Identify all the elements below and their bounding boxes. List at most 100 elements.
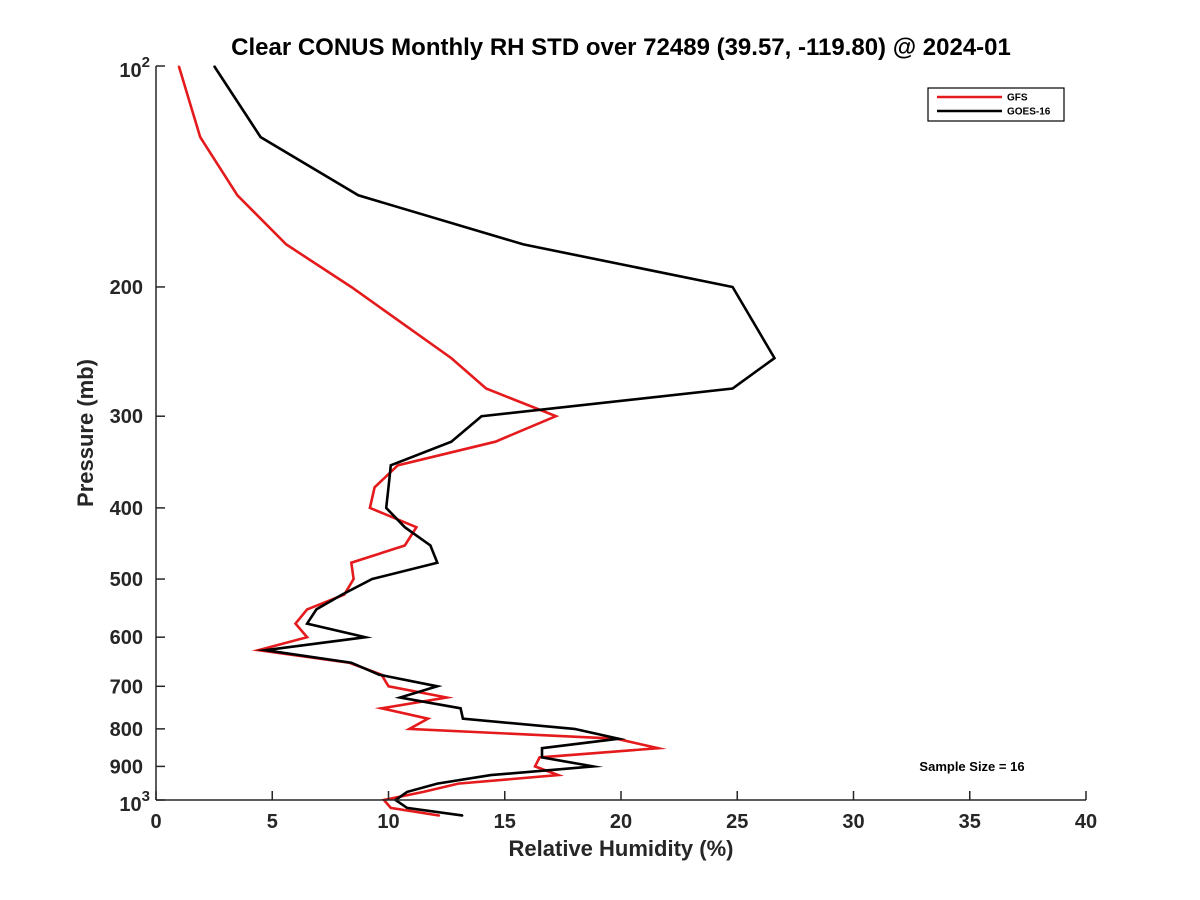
series-line-gfs bbox=[177, 65, 667, 817]
x-tick-label: 35 bbox=[959, 811, 981, 833]
y-tick-label: 800 bbox=[110, 719, 143, 741]
legend-box bbox=[927, 87, 1065, 122]
data-point-gfs bbox=[557, 774, 559, 776]
data-point-goes-16 bbox=[371, 578, 373, 580]
data-point-gfs bbox=[236, 194, 238, 196]
y-tick-base: 10 bbox=[119, 60, 141, 82]
x-tick-label: 15 bbox=[494, 811, 516, 833]
data-point-goes-16 bbox=[390, 464, 392, 466]
data-point-goes-16 bbox=[341, 594, 343, 596]
data-point-gfs bbox=[439, 815, 441, 817]
legend: GFS GOES-16 bbox=[927, 87, 1065, 122]
y-tick-label: 300 bbox=[110, 406, 143, 428]
data-point-gfs bbox=[294, 623, 297, 625]
data-point-gfs bbox=[306, 636, 308, 638]
data-point-goes-16 bbox=[260, 136, 262, 138]
data-point-gfs bbox=[446, 696, 448, 699]
sample-size-annotation: Sample Size = 16 bbox=[919, 759, 1024, 774]
data-point-goes-16 bbox=[450, 441, 452, 443]
data-point-goes-16 bbox=[357, 194, 359, 196]
chart-title: Clear CONUS Monthly RH STD over 72489 (3… bbox=[231, 34, 1011, 61]
data-point-goes-16 bbox=[522, 243, 525, 245]
data-point-goes-16 bbox=[436, 783, 438, 785]
data-point-goes-16 bbox=[385, 507, 387, 509]
x-ticks: 0 5 10 15 20 25 30 35 40 bbox=[150, 791, 1097, 833]
y-tick-exponent: 2 bbox=[142, 54, 150, 71]
data-point-gfs bbox=[369, 507, 371, 509]
x-tick-label: 25 bbox=[726, 811, 748, 833]
data-point-goes-16 bbox=[773, 357, 776, 359]
data-point-goes-16 bbox=[406, 791, 408, 793]
data-point-gfs bbox=[485, 387, 487, 390]
data-point-gfs bbox=[285, 243, 287, 245]
series-goes-16 bbox=[213, 65, 777, 817]
x-tick-label: 40 bbox=[1075, 811, 1097, 833]
y-axis-label: Pressure (mb) bbox=[73, 359, 98, 507]
data-point-goes-16 bbox=[399, 696, 401, 699]
x-tick-label: 20 bbox=[610, 811, 632, 833]
data-point-goes-16 bbox=[618, 738, 620, 740]
data-point-gfs bbox=[415, 526, 417, 528]
data-point-gfs bbox=[380, 707, 383, 709]
data-point-goes-16 bbox=[460, 707, 462, 709]
data-point-gfs bbox=[494, 441, 496, 443]
data-point-gfs bbox=[450, 357, 452, 359]
data-point-goes-16 bbox=[592, 765, 594, 768]
x-tick-label: 10 bbox=[377, 811, 399, 833]
legend-label-goes-16: GOES-16 bbox=[1007, 107, 1051, 118]
x-axis-label: Relative Humidity (%) bbox=[509, 836, 734, 861]
data-point-goes-16 bbox=[732, 286, 734, 288]
x-tick-label: 0 bbox=[150, 811, 161, 833]
y-tick-label: 900 bbox=[110, 756, 143, 778]
data-point-goes-16 bbox=[436, 685, 438, 687]
data-point-goes-16 bbox=[732, 387, 734, 390]
series-line-goes-16 bbox=[213, 65, 777, 817]
data-point-gfs bbox=[534, 765, 536, 768]
data-point-gfs bbox=[178, 65, 180, 67]
data-point-gfs bbox=[422, 791, 424, 793]
y-tick-exponent: 3 bbox=[142, 788, 150, 805]
data-point-gfs bbox=[350, 562, 352, 564]
data-point-gfs bbox=[427, 718, 429, 720]
legend-label-gfs: GFS bbox=[1007, 93, 1028, 104]
data-point-gfs bbox=[350, 286, 352, 288]
data-point-gfs bbox=[390, 807, 392, 809]
data-point-goes-16 bbox=[573, 728, 576, 730]
data-point-gfs bbox=[199, 136, 201, 138]
data-point-goes-16 bbox=[387, 486, 390, 488]
data-point-goes-16 bbox=[213, 65, 215, 67]
data-point-goes-16 bbox=[462, 718, 464, 720]
axes-layer bbox=[155, 66, 1086, 801]
series-layer bbox=[177, 65, 777, 817]
data-point-gfs bbox=[457, 783, 459, 785]
data-point-goes-16 bbox=[462, 815, 464, 817]
data-point-goes-16 bbox=[480, 415, 483, 417]
data-point-gfs bbox=[657, 747, 659, 749]
data-point-goes-16 bbox=[306, 623, 308, 625]
data-point-goes-16 bbox=[406, 807, 408, 809]
y-tick-label: 200 bbox=[110, 277, 143, 299]
series-gfs bbox=[177, 65, 667, 817]
data-point-gfs bbox=[397, 464, 399, 466]
data-point-goes-16 bbox=[378, 674, 380, 676]
data-point-gfs bbox=[374, 486, 376, 488]
data-point-goes-16 bbox=[350, 662, 352, 664]
data-point-gfs bbox=[387, 685, 390, 687]
data-point-gfs bbox=[404, 544, 406, 547]
y-tick-base: 10 bbox=[119, 794, 141, 816]
data-point-goes-16 bbox=[364, 636, 366, 638]
data-point-gfs bbox=[408, 728, 410, 730]
y-tick-label: 700 bbox=[110, 676, 143, 698]
data-point-goes-16 bbox=[541, 747, 543, 749]
data-point-goes-16 bbox=[429, 544, 431, 547]
data-point-goes-16 bbox=[315, 608, 317, 611]
data-point-gfs bbox=[306, 608, 308, 611]
data-point-goes-16 bbox=[404, 526, 406, 528]
y-tick-label: 400 bbox=[110, 498, 143, 520]
data-point-gfs bbox=[555, 415, 557, 417]
y-tick-label: 102 bbox=[119, 54, 150, 82]
x-tick-label: 30 bbox=[842, 811, 864, 833]
x-tick-label: 5 bbox=[267, 811, 278, 833]
y-tick-label: 103 bbox=[119, 788, 150, 816]
